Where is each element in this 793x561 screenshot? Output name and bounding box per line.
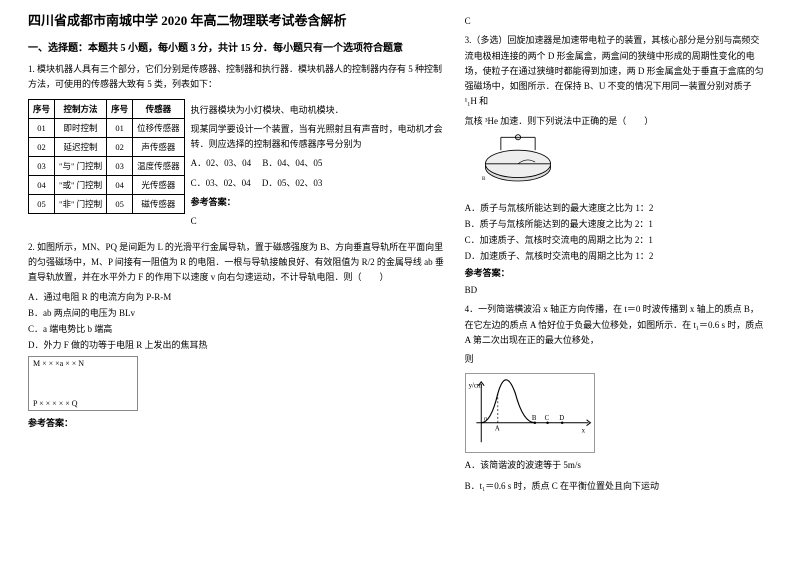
q1-answer: C	[191, 214, 449, 229]
table-row: 05"非" 门控制05磁传感器	[29, 194, 185, 213]
q1-side2: 现某同学要设计一个装置，当有光照射且有声音时，电动机才会转．则应选择的控制器和传…	[191, 122, 449, 153]
q4-then: 则	[465, 352, 765, 367]
svg-text:C: C	[544, 414, 549, 421]
answer-label: 参考答案：	[465, 266, 765, 279]
q2-option-c: C．a 端电势比 b 端高	[28, 322, 449, 335]
q1-options-cd: C．03、02、04 D．05、02、03	[191, 176, 449, 191]
svg-text:A: A	[494, 425, 499, 432]
q2-option-d: D．外力 F 做的功等于电阻 R 上发出的焦耳热	[28, 338, 449, 351]
th-seq2: 序号	[107, 99, 133, 118]
table-row: 01即时控制01位移传感器	[29, 118, 185, 137]
right-column: C 3.（多选）回旋加速器是加速带电粒子的装置，其核心部分是分别与高频交流电极相…	[457, 10, 773, 551]
q2-answer: C	[465, 14, 765, 29]
table-header-row: 序号 控制方法 序号 传感器	[29, 99, 185, 118]
q1-table-wrap: 序号 控制方法 序号 传感器 01即时控制01位移传感器 02延迟控制02声传感…	[28, 99, 449, 234]
q3-option-b: B．质子与氚核所能达到的最大速度之比为 2：1	[465, 217, 765, 230]
q4-option-b: B．t₁＝0.6 s 时，质点 C 在平衡位置处且向下运动	[465, 479, 765, 492]
q1-table: 序号 控制方法 序号 传感器 01即时控制01位移传感器 02延迟控制02声传感…	[28, 99, 185, 214]
th-seq1: 序号	[29, 99, 55, 118]
answer-label: 参考答案：	[191, 195, 449, 210]
svg-text:x: x	[581, 427, 585, 434]
svg-text:y/cm: y/cm	[468, 382, 482, 389]
svg-text:B: B	[482, 176, 486, 182]
q3-option-a: A．质子与氚核所能达到的最大速度之比为 1：2	[465, 201, 765, 214]
svg-text:D: D	[559, 414, 564, 421]
table-row: 03"与" 门控制03温度传感器	[29, 156, 185, 175]
cyclotron-diagram-icon: ~ B	[473, 133, 563, 193]
page-title: 四川省成都市南城中学 2020 年高二物理联考试卷含解析	[28, 10, 449, 29]
q3-answer: BD	[465, 283, 765, 298]
th-ctrl: 控制方法	[55, 99, 107, 118]
rail-diagram-icon	[28, 356, 138, 411]
answer-label: 参考答案：	[28, 416, 449, 429]
q2-option-a: A．通过电阻 R 的电流方向为 P-R-M	[28, 290, 449, 303]
table-row: 02延迟控制02声传感器	[29, 137, 185, 156]
q4-option-a: A．该简谐波的波速等于 5m/s	[465, 458, 765, 471]
th-sensor: 传感器	[133, 99, 185, 118]
q2-text: 2. 如图所示，MN、PQ 是间距为 L 的光滑平行金属导轨，置于磁感强度为 B…	[28, 240, 449, 286]
q3-option-d: D．加速质子、氚核时交流电的周期之比为 1：2	[465, 249, 765, 262]
q1-side1: 执行器模块为小灯模块、电动机模块．	[191, 103, 449, 118]
q3-option-c: C．加速质子、氚核时交流电的周期之比为 2：1	[465, 233, 765, 246]
q3-text: 3.（多选）回旋加速器是加速带电粒子的装置，其核心部分是分别与高频交流电极相连接…	[465, 33, 765, 109]
table-row: 04"或" 门控制04光传感器	[29, 175, 185, 194]
wave-diagram-icon: y/cm x A B C D 0	[465, 373, 595, 453]
q3-text2: 氚核 ³He 加速．则下列说法中正确的是（ ）	[465, 114, 765, 129]
q1-intro: 1. 模块机器人具有三个部分，它们分别是传感器、控制器和执行器．模块机器人的控制…	[28, 62, 449, 93]
svg-text:B: B	[532, 414, 537, 421]
section1-heading: 一、选择题：本题共 5 小题，每小题 3 分，共计 15 分．每小题只有一个选项…	[28, 39, 449, 54]
q1-side-text: 执行器模块为小灯模块、电动机模块． 现某同学要设计一个装置，当有光照射且有声音时…	[191, 99, 449, 234]
svg-text:0: 0	[484, 416, 487, 422]
left-column: 四川省成都市南城中学 2020 年高二物理联考试卷含解析 一、选择题：本题共 5…	[20, 10, 457, 551]
q1-options-ab: A．02、03、04 B．04、04、05	[191, 156, 449, 171]
q4-text: 4．一列简谐横波沿 x 轴正方向传播，在 t＝0 时波传播到 x 轴上的质点 B…	[465, 302, 765, 348]
q2-option-b: B．ab 两点间的电压为 BLv	[28, 306, 449, 319]
